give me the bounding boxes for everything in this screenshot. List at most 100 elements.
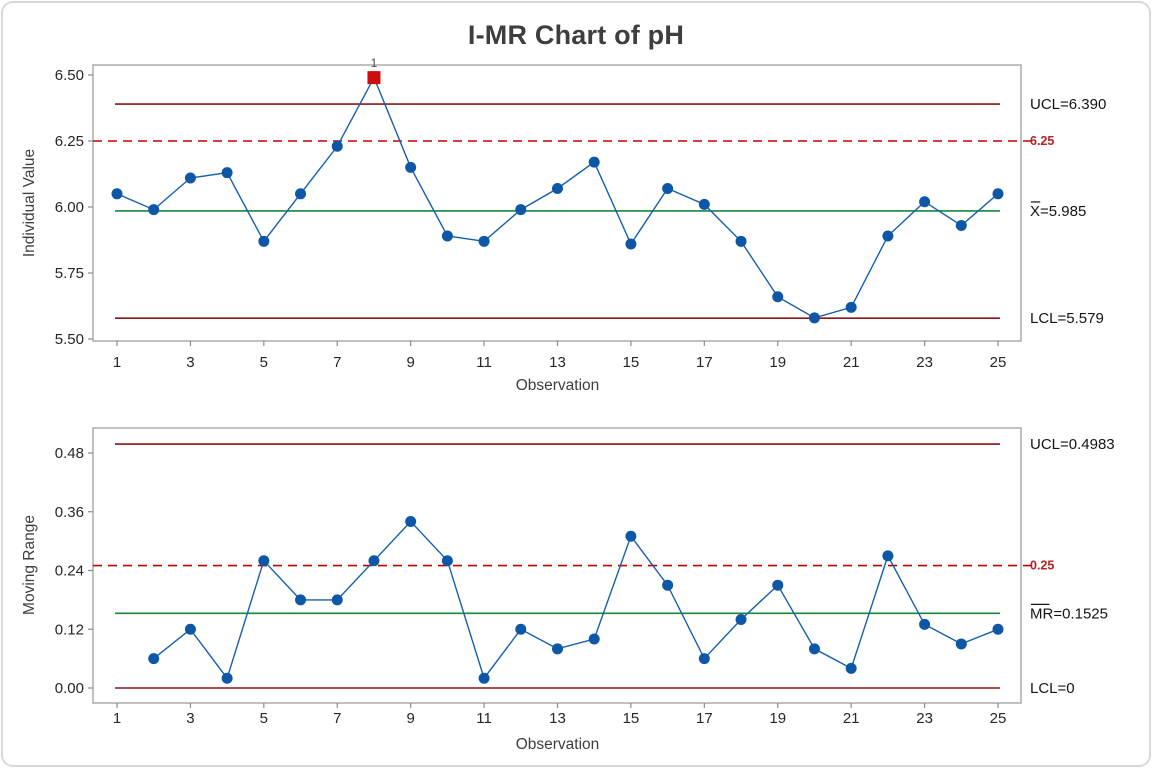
x-tick-label: 23 [916,710,933,727]
data-point[interactable] [258,555,270,567]
x-tick-label: 21 [843,710,860,727]
data-point[interactable] [698,198,710,210]
x-tick-label: 19 [769,354,786,371]
y-tick-label: 0.24 [55,563,84,580]
x-tick-label: 13 [549,710,566,727]
data-point[interactable] [588,633,600,645]
out-of-control-point[interactable] [367,71,381,85]
x-tick-label: 13 [549,354,566,371]
y-tick-label: 0.12 [55,621,84,638]
spec-limit-label: 0.25 [1030,559,1054,573]
ucl-label: UCL=6.390 [1030,96,1106,113]
x-tick-label: 5 [260,710,268,727]
y-axis-title: Individual Value [21,149,38,257]
data-point[interactable] [111,188,123,200]
data-point[interactable] [735,613,747,625]
ucl-label: UCL=0.4983 [1030,436,1115,453]
x-tick-label: 7 [333,710,341,727]
x-tick-label: 23 [916,354,933,371]
y-axis-title: Moving Range [21,515,38,615]
data-point[interactable] [662,183,674,195]
data-point[interactable] [331,594,343,606]
data-point[interactable] [515,623,527,635]
data-point[interactable] [441,555,453,567]
series-line [116,75,999,319]
data-point[interactable] [992,188,1004,200]
data-point[interactable] [955,638,967,650]
x-tick-label: 11 [476,354,492,371]
data-point[interactable] [919,618,931,630]
data-point[interactable] [552,643,563,655]
x-tick-label: 19 [769,710,786,727]
data-point[interactable] [808,643,820,655]
data-point[interactable] [625,238,637,250]
data-point[interactable] [882,550,894,562]
y-tick-label: 6.00 [55,199,84,216]
x-tick-label: 17 [696,710,713,727]
x-tick-label: 9 [406,710,414,727]
x-tick-label: 15 [623,354,640,371]
data-point[interactable] [625,530,637,542]
data-point[interactable] [295,188,307,200]
data-point[interactable] [772,291,784,303]
data-point[interactable] [148,653,160,665]
data-point[interactable] [992,623,1004,635]
data-point[interactable] [148,204,160,216]
data-point[interactable] [441,230,453,242]
x-tick-label: 11 [476,710,492,727]
x-tick-label: 9 [406,354,414,371]
lcl-label: LCL=5.579 [1030,310,1104,327]
data-point[interactable] [221,672,233,684]
data-point[interactable] [698,653,710,665]
data-point[interactable] [552,183,563,195]
data-point[interactable] [588,156,600,168]
chart-title: I-MR Chart of pH [467,20,685,50]
x-tick-label: 15 [623,710,640,727]
data-point[interactable] [919,196,931,208]
data-point[interactable] [184,172,196,184]
x-tick-label: 3 [186,710,194,727]
data-point[interactable] [405,161,417,173]
y-tick-label: 6.50 [55,67,84,84]
moving-range-chart: 0.480.360.240.120.001 3 5 7 9 11 13 15 17 19 21 23 2… [21,427,1115,753]
out-of-control-flag: 1 [371,56,378,70]
data-point[interactable] [845,301,857,313]
y-tick-label: 5.75 [55,265,84,282]
x-tick-label: 25 [990,710,1007,727]
data-point[interactable] [478,672,490,684]
center-label: X=5.985 [1030,203,1086,220]
data-point[interactable] [221,167,233,179]
x-tick-label: 17 [696,354,713,371]
x-tick-label: 1 [113,710,121,727]
individuals-frame [92,64,1022,342]
x-tick-label: 7 [333,354,341,371]
y-tick-label: 6.25 [55,133,84,150]
center-label: MR=0.1525 [1030,605,1108,622]
x-axis-title: Observation [516,377,600,394]
x-tick-label: 3 [186,354,194,371]
data-point[interactable] [515,204,527,216]
data-point[interactable] [405,516,417,528]
data-point[interactable] [882,230,894,242]
data-point[interactable] [331,140,343,152]
data-point[interactable] [184,623,196,635]
data-point[interactable] [735,235,747,247]
data-point[interactable] [808,312,820,324]
data-point[interactable] [955,219,967,231]
y-tick-label: 0.00 [55,680,84,697]
data-point[interactable] [845,662,857,674]
data-point[interactable] [662,579,674,591]
data-point[interactable] [258,235,270,247]
x-tick-label: 25 [990,354,1007,371]
data-point[interactable] [478,235,490,247]
data-point[interactable] [368,555,380,567]
x-tick-label: 5 [260,354,268,371]
individuals-chart: 6.506.256.005.755.501 3 5 7 9 11 13 15 17 19 21 23 2… [21,56,1106,394]
y-tick-label: 5.50 [55,331,84,348]
x-axis-title: Observation [516,736,600,753]
x-tick-label: 21 [843,354,860,371]
data-point[interactable] [772,579,784,591]
data-point[interactable] [295,594,307,606]
series-line [153,520,999,680]
